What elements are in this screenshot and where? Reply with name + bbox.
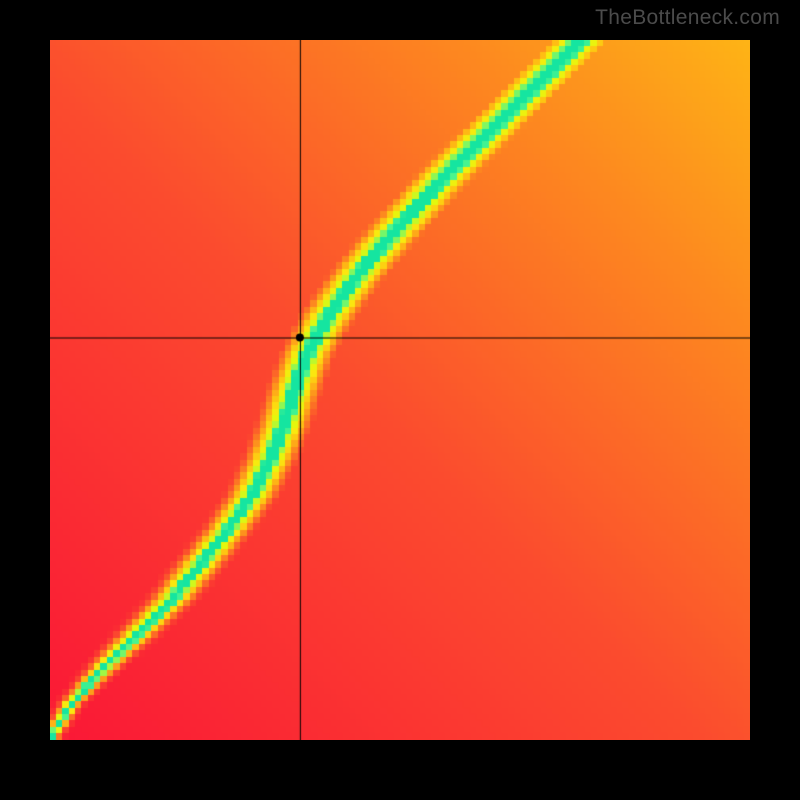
- heatmap-plot: [50, 40, 750, 740]
- watermark-text: TheBottleneck.com: [595, 6, 780, 30]
